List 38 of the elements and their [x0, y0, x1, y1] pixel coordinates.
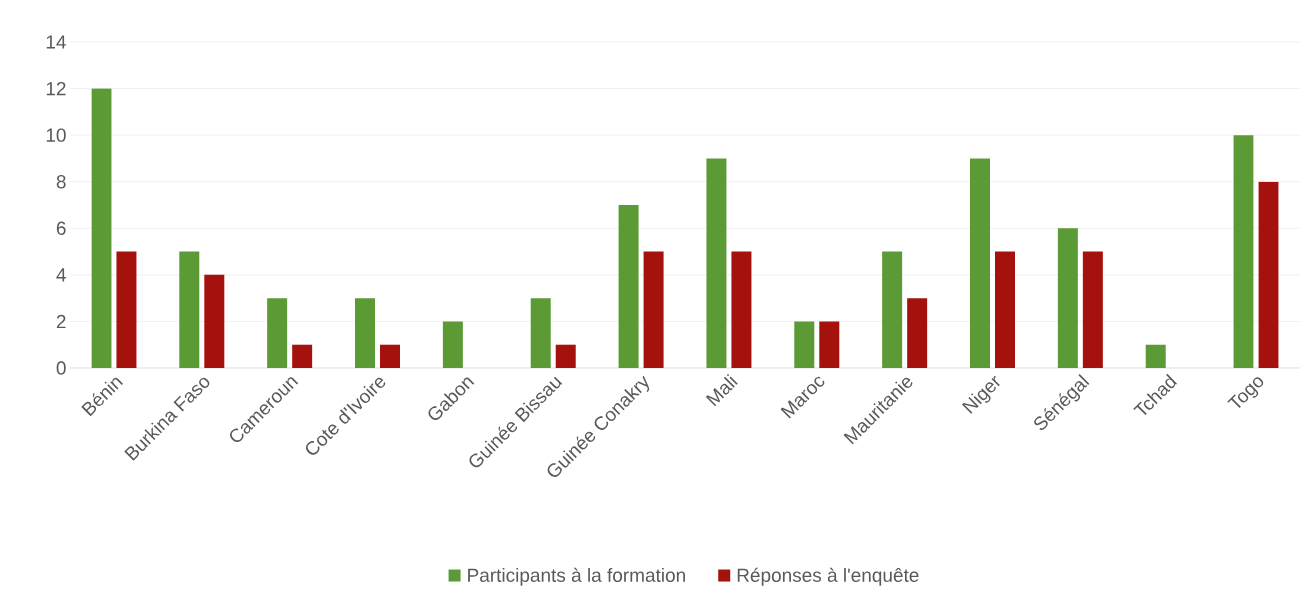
bar: [907, 298, 928, 368]
y-tick-label: 10: [46, 128, 66, 142]
bar: [970, 158, 990, 368]
legend-label: Participants à la formation: [468, 567, 685, 586]
bar: [292, 344, 313, 368]
bar: [706, 158, 727, 368]
bar: [1258, 181, 1279, 368]
bar: [555, 344, 576, 368]
bar: [380, 344, 401, 368]
bar: [819, 321, 840, 368]
bar: [618, 204, 639, 368]
y-tick-label: 4: [56, 268, 66, 282]
y-tick-label: 0: [56, 361, 66, 375]
y-tick-label: 14: [46, 35, 66, 49]
y-tick-label: 12: [46, 81, 66, 96]
legend-label: Réponses à l'enquête: [737, 567, 919, 586]
y-tick-label: 8: [56, 174, 66, 189]
bar: [179, 251, 200, 368]
bar: [794, 321, 815, 368]
bar: [91, 88, 112, 368]
x-tick-label: Togo: [1227, 377, 1264, 408]
bar: [731, 251, 752, 368]
bar: [116, 251, 137, 368]
bar: [995, 251, 1015, 368]
bar: [1082, 251, 1103, 368]
y-tick-label: 6: [56, 221, 66, 236]
bar: [882, 251, 903, 368]
bar: [442, 321, 463, 368]
bar: [530, 298, 551, 368]
bar: [204, 274, 225, 368]
bar: [355, 298, 376, 368]
bar: [1233, 135, 1254, 368]
bar: [643, 251, 664, 368]
bar: [1057, 228, 1078, 368]
x-tick-label: Mali: [705, 373, 738, 407]
y-tick-label: 2: [56, 314, 66, 329]
bar: [267, 298, 288, 368]
bar: [1145, 344, 1166, 368]
